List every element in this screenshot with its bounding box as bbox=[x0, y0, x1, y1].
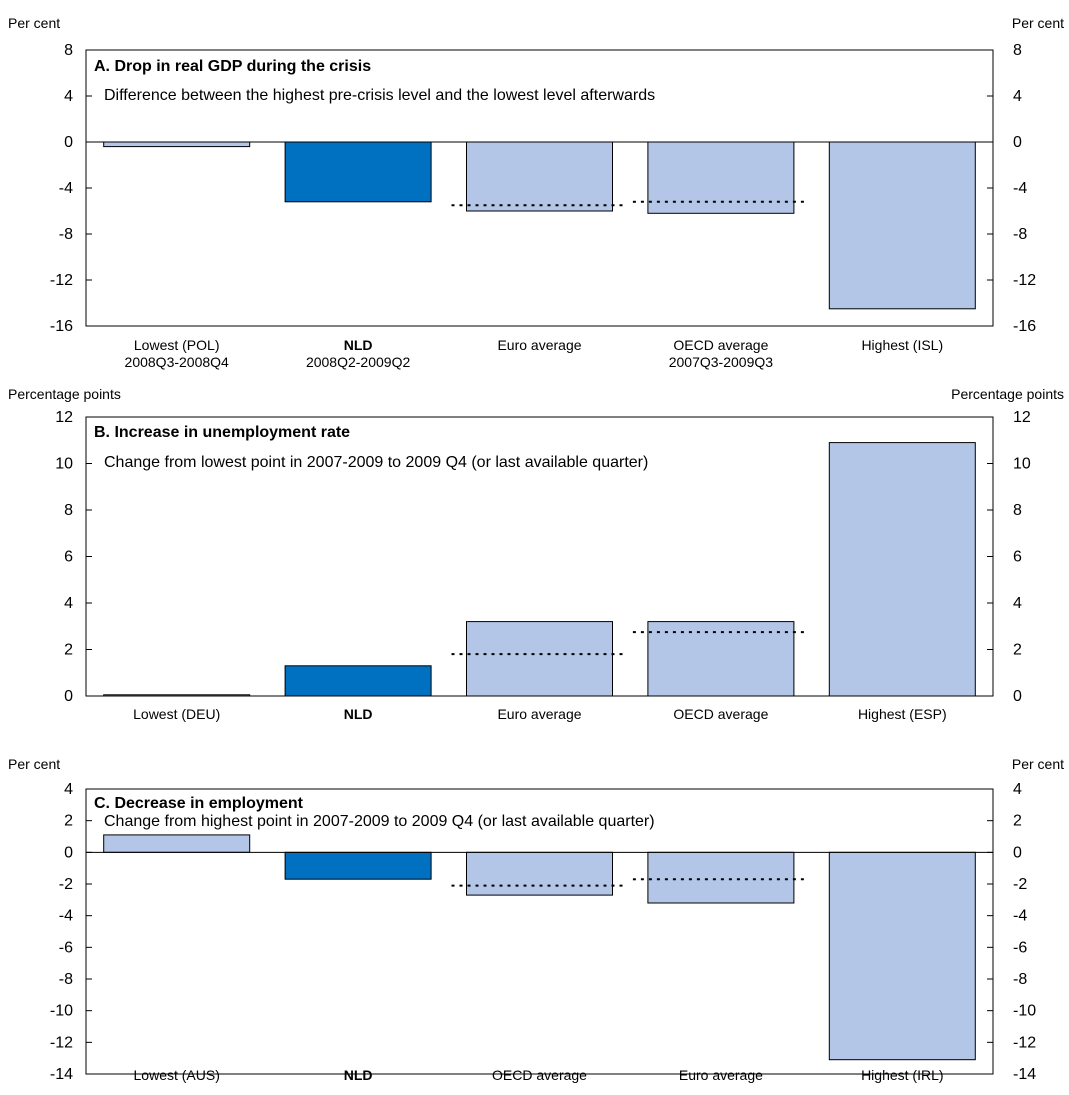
y-tick-label-left: -8 bbox=[59, 226, 73, 243]
y-tick-label-left: 10 bbox=[55, 456, 73, 473]
y-tick-label-left: -6 bbox=[59, 939, 73, 956]
panel-subtitle: Change from highest point in 2007-2009 t… bbox=[104, 813, 655, 830]
category-label-5: Highest (ISL) bbox=[861, 337, 943, 353]
unit-label-left: Per cent bbox=[8, 756, 60, 772]
y-tick-label-left: 0 bbox=[64, 688, 73, 705]
category-label-2: NLD bbox=[344, 1067, 373, 1083]
y-tick-label-left: 4 bbox=[64, 595, 73, 612]
category-label-1: Lowest (DEU) bbox=[133, 706, 220, 722]
y-tick-label-right: 10 bbox=[1013, 456, 1031, 473]
y-tick-label-left: 0 bbox=[64, 844, 73, 861]
y-tick-label-right: 2 bbox=[1013, 642, 1022, 659]
category-sublabel-1: 2008Q3-2008Q4 bbox=[125, 354, 230, 370]
category-label-2: NLD bbox=[344, 706, 373, 722]
y-tick-label-left: 4 bbox=[64, 88, 73, 105]
category-label-1: Lowest (POL) bbox=[134, 337, 220, 353]
category-label-1: Lowest (AUS) bbox=[134, 1067, 220, 1083]
panel-title: A. Drop in real GDP during the crisis bbox=[94, 58, 371, 75]
y-tick-label-right: -10 bbox=[1013, 1003, 1036, 1020]
unit-label-right: Percentage points bbox=[951, 386, 1064, 402]
bar-3 bbox=[466, 621, 613, 697]
y-tick-label-left: -8 bbox=[59, 971, 73, 988]
bar-1 bbox=[103, 834, 251, 853]
y-tick-label-right: 0 bbox=[1013, 134, 1022, 151]
y-tick-label-left: 8 bbox=[64, 502, 73, 519]
y-tick-label-right: -14 bbox=[1013, 1066, 1036, 1083]
category-label-5: Highest (IRL) bbox=[861, 1067, 943, 1083]
y-tick-label-right: 12 bbox=[1013, 409, 1031, 426]
unit-label-right: Per cent bbox=[1012, 15, 1064, 31]
y-tick-label-right: 8 bbox=[1013, 502, 1022, 519]
y-tick-label-left: -12 bbox=[50, 1034, 73, 1051]
panel-title: C. Decrease in employment bbox=[94, 795, 304, 812]
unit-label-left: Per cent bbox=[8, 15, 60, 31]
y-tick-label-left: 2 bbox=[64, 813, 73, 830]
panel-subtitle: Change from lowest point in 2007-2009 to… bbox=[104, 454, 648, 471]
bar-2 bbox=[284, 141, 432, 203]
y-tick-label-right: -4 bbox=[1013, 908, 1027, 925]
y-tick-label-left: 6 bbox=[64, 549, 73, 566]
y-tick-label-right: 4 bbox=[1013, 781, 1022, 798]
y-tick-label-left: -2 bbox=[59, 876, 73, 893]
bar-2 bbox=[284, 665, 432, 697]
category-label-2: NLD bbox=[344, 337, 373, 353]
y-tick-label-left: 0 bbox=[64, 134, 73, 151]
unit-label-right: Per cent bbox=[1012, 756, 1064, 772]
bar-4 bbox=[647, 621, 795, 697]
bar-4 bbox=[647, 851, 795, 904]
y-tick-label-left: 8 bbox=[64, 42, 73, 59]
category-label-4: Euro average bbox=[679, 1067, 763, 1083]
y-tick-label-right: 0 bbox=[1013, 688, 1022, 705]
bar-5 bbox=[828, 851, 976, 1061]
y-tick-label-left: -4 bbox=[59, 180, 73, 197]
y-tick-label-right: 8 bbox=[1013, 42, 1022, 59]
y-tick-label-right: -8 bbox=[1013, 226, 1027, 243]
y-tick-label-right: -12 bbox=[1013, 1034, 1036, 1051]
y-tick-label-right: -12 bbox=[1013, 272, 1036, 289]
panel-title: B. Increase in unemployment rate bbox=[94, 424, 350, 441]
y-tick-label-right: -6 bbox=[1013, 939, 1027, 956]
y-tick-label-right: 0 bbox=[1013, 844, 1022, 861]
bar-3 bbox=[466, 141, 613, 212]
panel-subtitle: Difference between the highest pre-crisi… bbox=[104, 87, 655, 104]
bar-5 bbox=[828, 141, 976, 310]
y-tick-label-right: -8 bbox=[1013, 971, 1027, 988]
category-label-4: OECD average bbox=[673, 706, 768, 722]
category-sublabel-2: 2008Q2-2009Q2 bbox=[306, 354, 411, 370]
y-tick-label-left: 4 bbox=[64, 781, 73, 798]
category-label-5: Highest (ESP) bbox=[858, 706, 947, 722]
y-tick-label-left: -12 bbox=[50, 272, 73, 289]
y-tick-label-right: 4 bbox=[1013, 88, 1022, 105]
unit-label-left: Percentage points bbox=[8, 386, 121, 402]
bar-5 bbox=[828, 442, 976, 697]
y-tick-label-left: -16 bbox=[50, 318, 73, 335]
y-tick-label-right: 6 bbox=[1013, 549, 1022, 566]
category-sublabel-4: 2007Q3-2009Q3 bbox=[669, 354, 774, 370]
y-tick-label-left: 2 bbox=[64, 642, 73, 659]
y-tick-label-left: 12 bbox=[55, 409, 73, 426]
y-tick-label-right: 4 bbox=[1013, 595, 1022, 612]
bar-2 bbox=[284, 851, 432, 880]
plot-frame bbox=[85, 788, 994, 1075]
y-tick-label-right: -4 bbox=[1013, 180, 1027, 197]
bar-3 bbox=[466, 851, 613, 896]
category-label-3: OECD average bbox=[492, 1067, 587, 1083]
y-tick-label-right: -16 bbox=[1013, 318, 1036, 335]
bar-1 bbox=[103, 141, 251, 148]
category-label-3: Euro average bbox=[497, 337, 581, 353]
chart-panel-2: Percentage points Percentage points 12 12 10… bbox=[8, 386, 1064, 722]
y-tick-label-right: -2 bbox=[1013, 876, 1027, 893]
y-tick-label-right: 2 bbox=[1013, 813, 1022, 830]
category-label-3: Euro average bbox=[497, 706, 581, 722]
category-label-4: OECD average bbox=[673, 337, 768, 353]
y-tick-label-left: -4 bbox=[59, 908, 73, 925]
y-tick-label-left: -14 bbox=[50, 1066, 73, 1083]
y-tick-label-left: -10 bbox=[50, 1003, 73, 1020]
